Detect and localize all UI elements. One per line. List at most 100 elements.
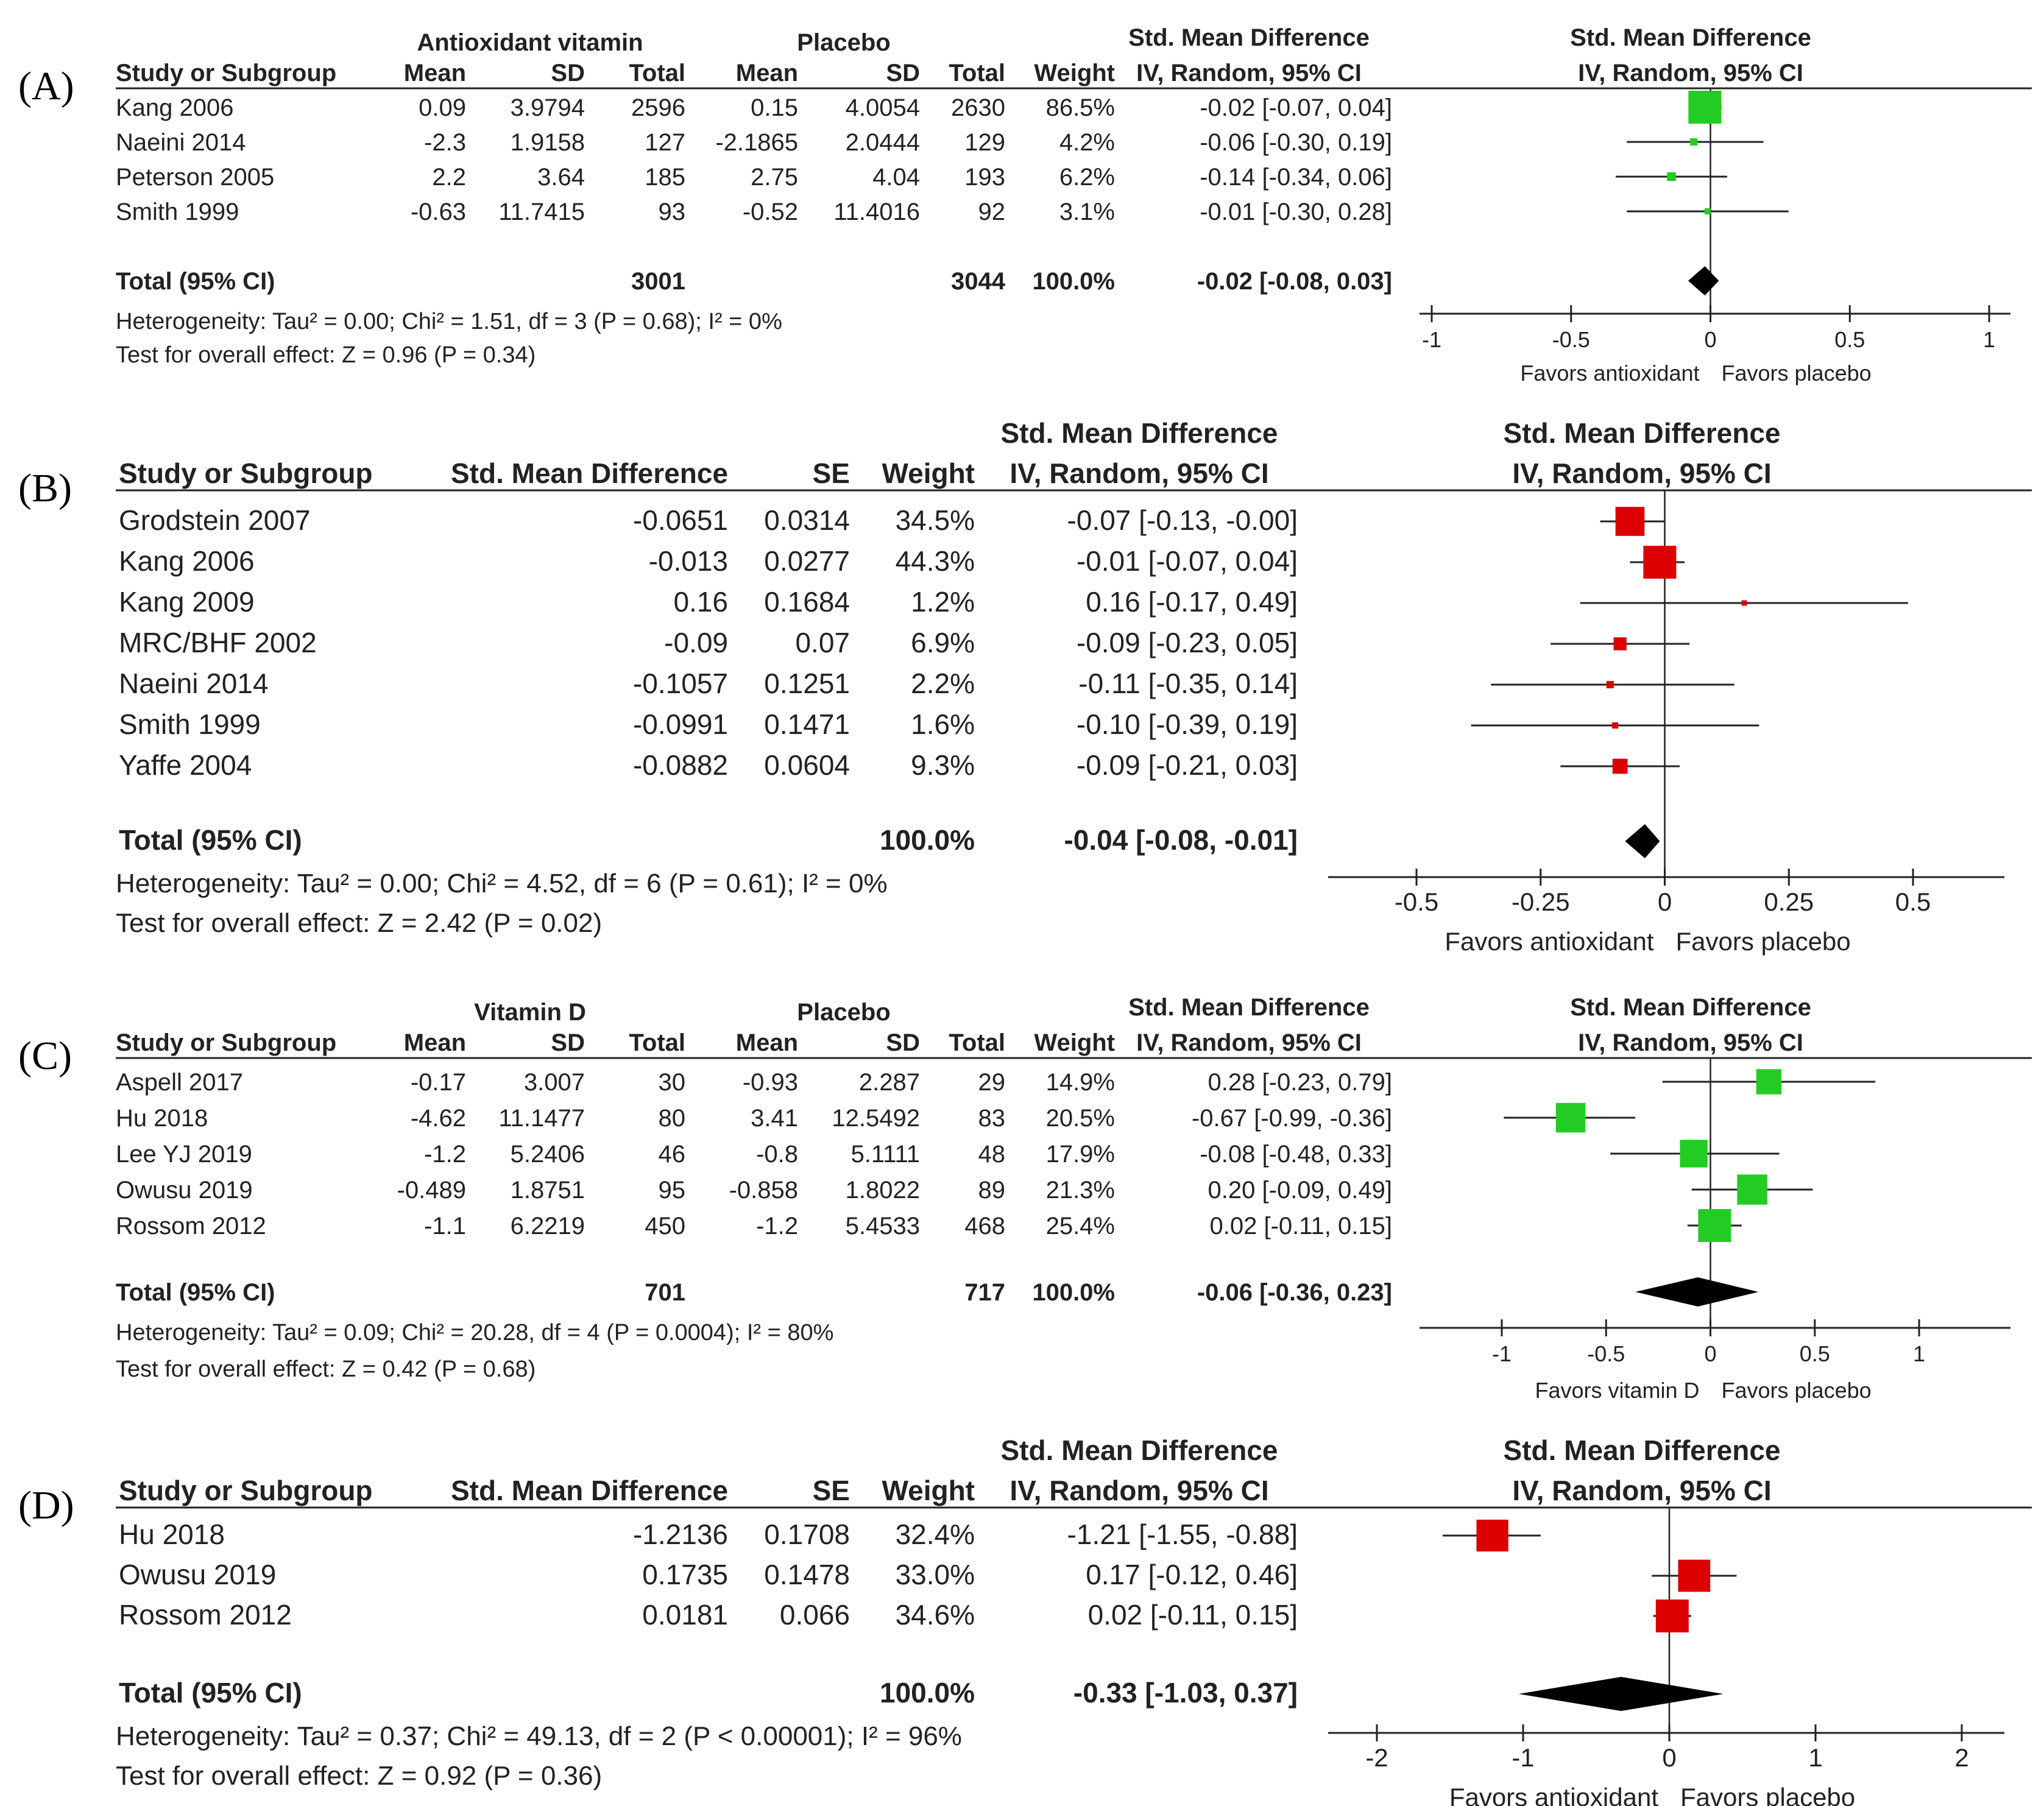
study-cell: 0.066 (780, 1599, 850, 1631)
study-cell: -0.8 (756, 1141, 798, 1168)
study-cell: 3.9794 (511, 94, 585, 121)
study-cell: 0.16 [-0.17, 0.49] (1086, 586, 1298, 618)
total-cell: 717 (964, 1279, 1005, 1306)
study-name: Kang 2009 (119, 586, 255, 618)
study-marker (1612, 758, 1628, 774)
panel-label: (B) (18, 466, 72, 510)
study-cell: -0.93 (743, 1069, 798, 1096)
study-cell: 0.0314 (764, 504, 850, 536)
study-cell: -1.21 [-1.55, -0.88] (1067, 1519, 1298, 1550)
study-cell: 1.9158 (511, 129, 585, 156)
column-header: SD (886, 60, 920, 86)
study-cell: 1.6% (911, 708, 975, 740)
study-cell: 0.09 (419, 94, 466, 121)
study-marker (1688, 91, 1722, 124)
study-name: Naeini 2014 (116, 129, 246, 156)
study-cell: 2.2% (911, 668, 975, 699)
study-cell: 12.5492 (832, 1105, 920, 1132)
axis-tick-label: 0.5 (1834, 327, 1865, 352)
study-name: Owusu 2019 (116, 1177, 253, 1204)
column-header: Total (949, 60, 1005, 86)
study-marker (1704, 208, 1711, 215)
group-header: Antioxidant vitamin (417, 29, 643, 56)
axis-tick-label: -0.5 (1552, 327, 1590, 352)
axis-tick-label: 0.5 (1895, 887, 1931, 916)
column-header: Std. Mean Difference (1128, 24, 1370, 51)
plot-title: Std. Mean Difference (1504, 1434, 1781, 1466)
study-cell: 193 (964, 164, 1005, 191)
study-cell: 0.0181 (642, 1599, 728, 1631)
plot-subtitle: IV, Random, 95% CI (1578, 60, 1803, 86)
study-cell: -1.1 (424, 1213, 466, 1240)
study-cell: 32.4% (896, 1519, 975, 1550)
study-marker (1690, 138, 1697, 146)
axis-tick-label: 0.25 (1764, 887, 1814, 916)
study-name: Rossom 2012 (116, 1213, 266, 1240)
study-cell: 0.0277 (764, 545, 850, 577)
column-header: SE (813, 457, 850, 489)
study-cell: -4.62 (411, 1105, 466, 1132)
study-marker (1678, 1559, 1711, 1592)
study-cell: -0.01 [-0.07, 0.04] (1077, 545, 1298, 577)
study-cell: -0.14 [-0.34, 0.06] (1200, 164, 1392, 191)
axis-tick-label: 2 (1954, 1743, 1968, 1772)
study-marker (1680, 1140, 1708, 1168)
study-marker (1698, 1209, 1731, 1242)
study-cell: 129 (964, 129, 1005, 156)
total-cell: -0.33 [-1.03, 0.37] (1073, 1677, 1298, 1709)
total-label: Total (95% CI) (116, 1279, 275, 1306)
study-marker (1555, 1102, 1586, 1133)
study-name: Smith 1999 (119, 708, 261, 740)
axis-tick-label: 0 (1704, 1341, 1716, 1366)
total-cell: -0.02 [-0.08, 0.03] (1197, 268, 1392, 295)
study-cell: 2.0444 (846, 129, 920, 156)
study-cell: 11.4016 (833, 199, 920, 225)
study-cell: 0.15 (751, 94, 798, 121)
study-cell: 5.2406 (511, 1141, 585, 1168)
pooled-diamond (1635, 1277, 1759, 1307)
overall-effect-text: Test for overall effect: Z = 0.96 (P = 0… (116, 342, 536, 368)
study-name: Aspell 2017 (116, 1069, 243, 1096)
study-cell: 20.5% (1046, 1105, 1115, 1132)
study-cell: 80 (659, 1105, 686, 1132)
study-cell: 30 (659, 1069, 686, 1096)
study-cell: 5.1111 (851, 1141, 920, 1168)
axis-tick-label: -0.5 (1395, 887, 1438, 916)
study-cell: 46 (659, 1141, 686, 1168)
overall-effect-text: Test for overall effect: Z = 2.42 (P = 0… (116, 908, 602, 938)
plot-subtitle: IV, Random, 95% CI (1578, 1029, 1803, 1056)
study-cell: -0.09 [-0.23, 0.05] (1077, 627, 1298, 658)
total-label: Total (95% CI) (119, 1677, 302, 1709)
study-cell: 48 (978, 1141, 1006, 1168)
total-cell: -0.06 [-0.36, 0.23] (1197, 1279, 1392, 1306)
column-header: Total (629, 60, 685, 86)
study-cell: 2.2 (432, 164, 466, 191)
column-header: Mean (736, 1029, 798, 1056)
study-cell: 0.20 [-0.09, 0.49] (1208, 1177, 1392, 1204)
study-cell: 0.28 [-0.23, 0.79] (1208, 1069, 1392, 1096)
study-cell: 9.3% (911, 749, 975, 781)
total-cell: 100.0% (880, 824, 975, 856)
column-header: Study or Subgroup (119, 457, 373, 489)
study-cell: -1.2 (756, 1213, 798, 1240)
panel-label: (C) (18, 1034, 72, 1078)
study-cell: -0.013 (649, 545, 728, 577)
column-header: Total (629, 1029, 685, 1056)
study-cell: -0.1057 (633, 668, 728, 699)
study-cell: 2630 (951, 94, 1005, 121)
heterogeneity-text: Heterogeneity: Tau² = 0.37; Chi² = 49.13… (116, 1721, 962, 1751)
column-header: Study or Subgroup (116, 60, 336, 86)
total-cell: 701 (645, 1279, 685, 1306)
heterogeneity-text: Heterogeneity: Tau² = 0.09; Chi² = 20.28… (116, 1320, 833, 1346)
column-header: Weight (1034, 1029, 1115, 1056)
column-header: Mean (404, 1029, 466, 1056)
study-cell: 468 (964, 1213, 1005, 1240)
column-header: SD (551, 1029, 585, 1056)
study-cell: 17.9% (1046, 1141, 1115, 1168)
favors-right-label: Favors placebo (1722, 1378, 1872, 1403)
study-cell: 450 (645, 1213, 685, 1240)
study-cell: 11.1477 (498, 1105, 585, 1132)
study-cell: -1.2 (424, 1141, 466, 1168)
study-cell: 44.3% (896, 545, 975, 577)
study-cell: 2596 (631, 94, 685, 121)
